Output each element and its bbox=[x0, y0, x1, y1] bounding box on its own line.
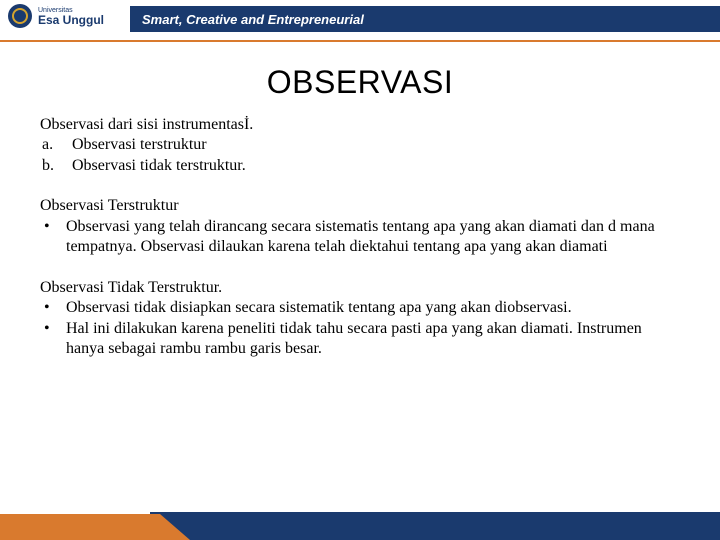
list-marker-b: b. bbox=[40, 156, 72, 176]
section2-bullet2-text: Hal ini dilakukan karena peneliti tidak … bbox=[66, 319, 680, 360]
header-divider bbox=[0, 40, 720, 42]
section1-bullet1-text: Observasi yang telah dirancang secara si… bbox=[66, 217, 680, 258]
list-text-a: Observasi terstruktur bbox=[72, 135, 207, 155]
logo-text: Universitas Esa Unggul bbox=[38, 7, 104, 26]
section2-bullet2: • Hal ini dilakukan karena peneliti tida… bbox=[40, 319, 680, 360]
bullet-icon: • bbox=[40, 298, 66, 318]
list-text-b: Observasi tidak terstruktur. bbox=[72, 156, 246, 176]
intro-line: Observasi dari sisi instrumentasİ. bbox=[40, 115, 680, 135]
list-item-b: b. Observasi tidak terstruktur. bbox=[40, 156, 680, 176]
bullet-icon: • bbox=[40, 217, 66, 258]
tagline-strip: Smart, Creative and Entrepreneurial bbox=[130, 6, 720, 32]
section2-bullet1-text: Observasi tidak disiapkan secara sistema… bbox=[66, 298, 680, 318]
list-item-a: a. Observasi terstruktur bbox=[40, 135, 680, 155]
brand-line2: Esa Unggul bbox=[38, 14, 104, 26]
footer-orange-accent bbox=[0, 508, 190, 540]
footer-bar bbox=[0, 508, 720, 540]
section1-bullet1: • Observasi yang telah dirancang secara … bbox=[40, 217, 680, 258]
slide-content: OBSERVASI Observasi dari sisi instrument… bbox=[40, 64, 680, 360]
section2-heading: Observasi Tidak Terstruktur. bbox=[40, 278, 680, 298]
bullet-icon: • bbox=[40, 319, 66, 360]
body-text: Observasi dari sisi instrumentasİ. a. Ob… bbox=[40, 115, 680, 360]
section1-heading: Observasi Terstruktur bbox=[40, 196, 680, 216]
tagline-text: Smart, Creative and Entrepreneurial bbox=[142, 12, 364, 27]
header-bar: Universitas Esa Unggul Smart, Creative a… bbox=[0, 0, 720, 40]
section2-bullet1: • Observasi tidak disiapkan secara siste… bbox=[40, 298, 680, 318]
brand-logo: Universitas Esa Unggul bbox=[8, 4, 104, 28]
list-marker-a: a. bbox=[40, 135, 72, 155]
footer-navy-strip bbox=[150, 512, 720, 540]
slide-title: OBSERVASI bbox=[40, 64, 680, 101]
logo-icon bbox=[8, 4, 32, 28]
